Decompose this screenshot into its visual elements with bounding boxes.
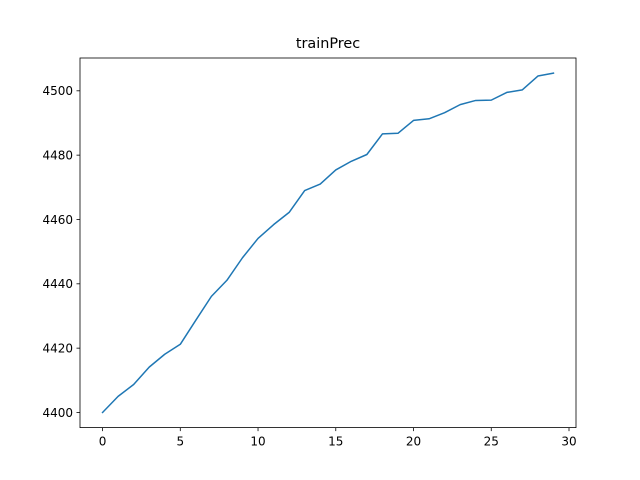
axis-ticks: 0 5 10 15 20 25 30 4400 4420 4440 4460 4480 4500 (42, 84, 576, 448)
y-tick-label: 4460 (42, 213, 73, 227)
y-tick-label: 4400 (42, 406, 73, 420)
plot-area-frame (79, 57, 577, 429)
y-tick-label: 4480 (42, 148, 73, 162)
chart-title: trainPrec (296, 36, 360, 52)
series-line-0 (101, 72, 555, 414)
x-tick-label: 10 (250, 435, 265, 449)
x-tick-label: 15 (328, 435, 343, 449)
x-tick-label: 20 (406, 435, 421, 449)
series-layer (101, 72, 555, 414)
y-tick-label: 4440 (42, 277, 73, 291)
x-tick-label: 25 (484, 435, 499, 449)
y-tick-label: 4500 (42, 84, 73, 98)
x-tick-label: 0 (99, 435, 107, 449)
y-tick-label: 4420 (42, 341, 73, 355)
x-tick-label: 30 (561, 435, 576, 449)
x-tick-label: 5 (176, 435, 184, 449)
